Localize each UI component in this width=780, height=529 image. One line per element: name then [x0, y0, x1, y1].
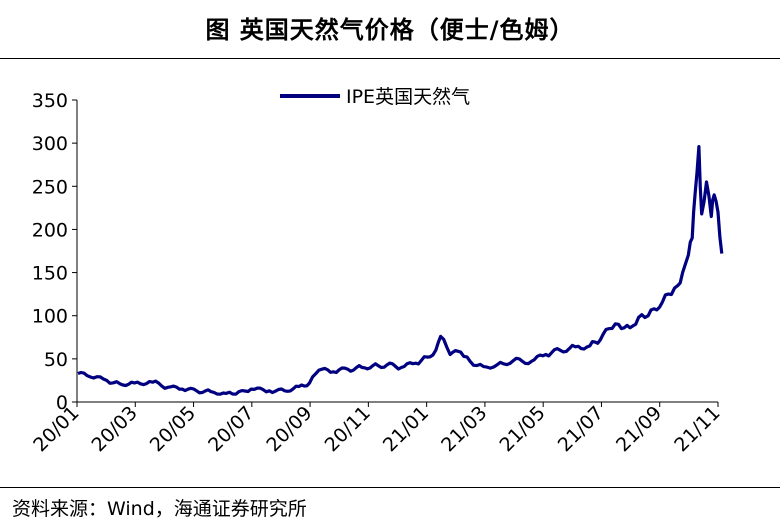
y-tick-label: 0 [56, 392, 68, 414]
chart-axes [76, 100, 718, 403]
y-axis-ticks: 0 50 100 150 200 250 300 350 [32, 90, 77, 414]
footer-divider [0, 487, 780, 488]
legend-label: IPE英国天然气 [346, 86, 470, 108]
y-tick-label: 250 [32, 176, 68, 198]
title-divider [0, 58, 780, 59]
x-tick-label: 20/07 [204, 402, 258, 456]
x-tick-label: 20/03 [88, 402, 142, 456]
y-tick-label: 200 [32, 219, 68, 241]
y-tick-label: 100 [32, 306, 68, 328]
source-note: 资料来源：Wind，海通证券研究所 [12, 498, 307, 520]
x-tick-label: 20/09 [262, 402, 316, 456]
x-axis-ticks: 20/01 20/03 20/05 20/07 20/09 20/11 21/01 21/03… [29, 402, 724, 456]
y-tick-label: 350 [32, 90, 68, 112]
y-tick-label: 50 [44, 349, 68, 371]
x-tick-label: 21/07 [554, 402, 608, 456]
x-tick-label: 20/05 [146, 402, 200, 456]
chart-legend: IPE英国天然气 [280, 86, 470, 108]
x-tick-label: 21/01 [379, 402, 433, 456]
x-tick-label: 20/11 [321, 402, 375, 456]
y-tick-label: 150 [32, 263, 68, 285]
chart-series [77, 145, 724, 396]
x-tick-label: 21/03 [437, 402, 491, 456]
y-tick-label: 300 [32, 133, 68, 155]
x-tick-label: 21/09 [612, 402, 666, 456]
series-line [77, 145, 724, 396]
page-title: 图 英国天然气价格（便士/色姆） [205, 16, 575, 44]
x-tick-label: 21/11 [670, 402, 724, 456]
x-tick-label: 21/05 [495, 402, 549, 456]
